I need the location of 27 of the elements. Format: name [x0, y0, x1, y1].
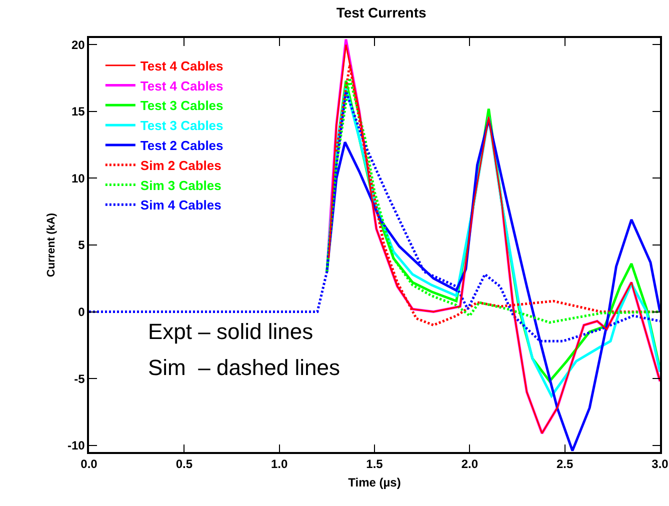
y-tick-label: 10 [71, 171, 86, 186]
legend-label: Test 2 Cables [140, 138, 224, 154]
x-tick-label: 0.0 [80, 457, 98, 472]
y-tick-label: 15 [71, 104, 86, 119]
chart-title: Test Currents [336, 4, 427, 20]
y-tick-label: 20 [71, 38, 86, 52]
y-tick-label: 0 [78, 304, 86, 319]
x-tick-label: 0.5 [176, 457, 193, 472]
annotation: Sim – dashed lines [148, 355, 340, 380]
legend-label: Sim 2 Cables [140, 158, 222, 173]
y-tick-label: 5 [78, 238, 86, 252]
legend-label: Sim 4 Cables [140, 198, 222, 213]
annotation: Expt – solid lines [148, 319, 314, 344]
x-tick-label: 1.0 [270, 457, 288, 472]
x-axis-title: Time (µs) [348, 476, 401, 490]
y-axis-title: Current (kA) [46, 212, 58, 278]
y-tick-label: -10 [68, 438, 86, 453]
legend-label: Test 3 Cables [140, 98, 224, 114]
legend-label: Test 4 Cables [140, 78, 224, 94]
x-tick-label: 2.5 [556, 457, 574, 472]
x-tick-label: 1.5 [366, 457, 384, 472]
x-tick-label: 2.0 [461, 457, 478, 472]
x-tick-label: 3.0 [652, 457, 669, 472]
y-tick-label: -5 [74, 372, 86, 386]
legend-label: Sim 3 Cables [140, 178, 222, 193]
legend-label: Test 4 Cables [140, 58, 224, 74]
legend-label: Test 3 Cables [140, 118, 224, 134]
